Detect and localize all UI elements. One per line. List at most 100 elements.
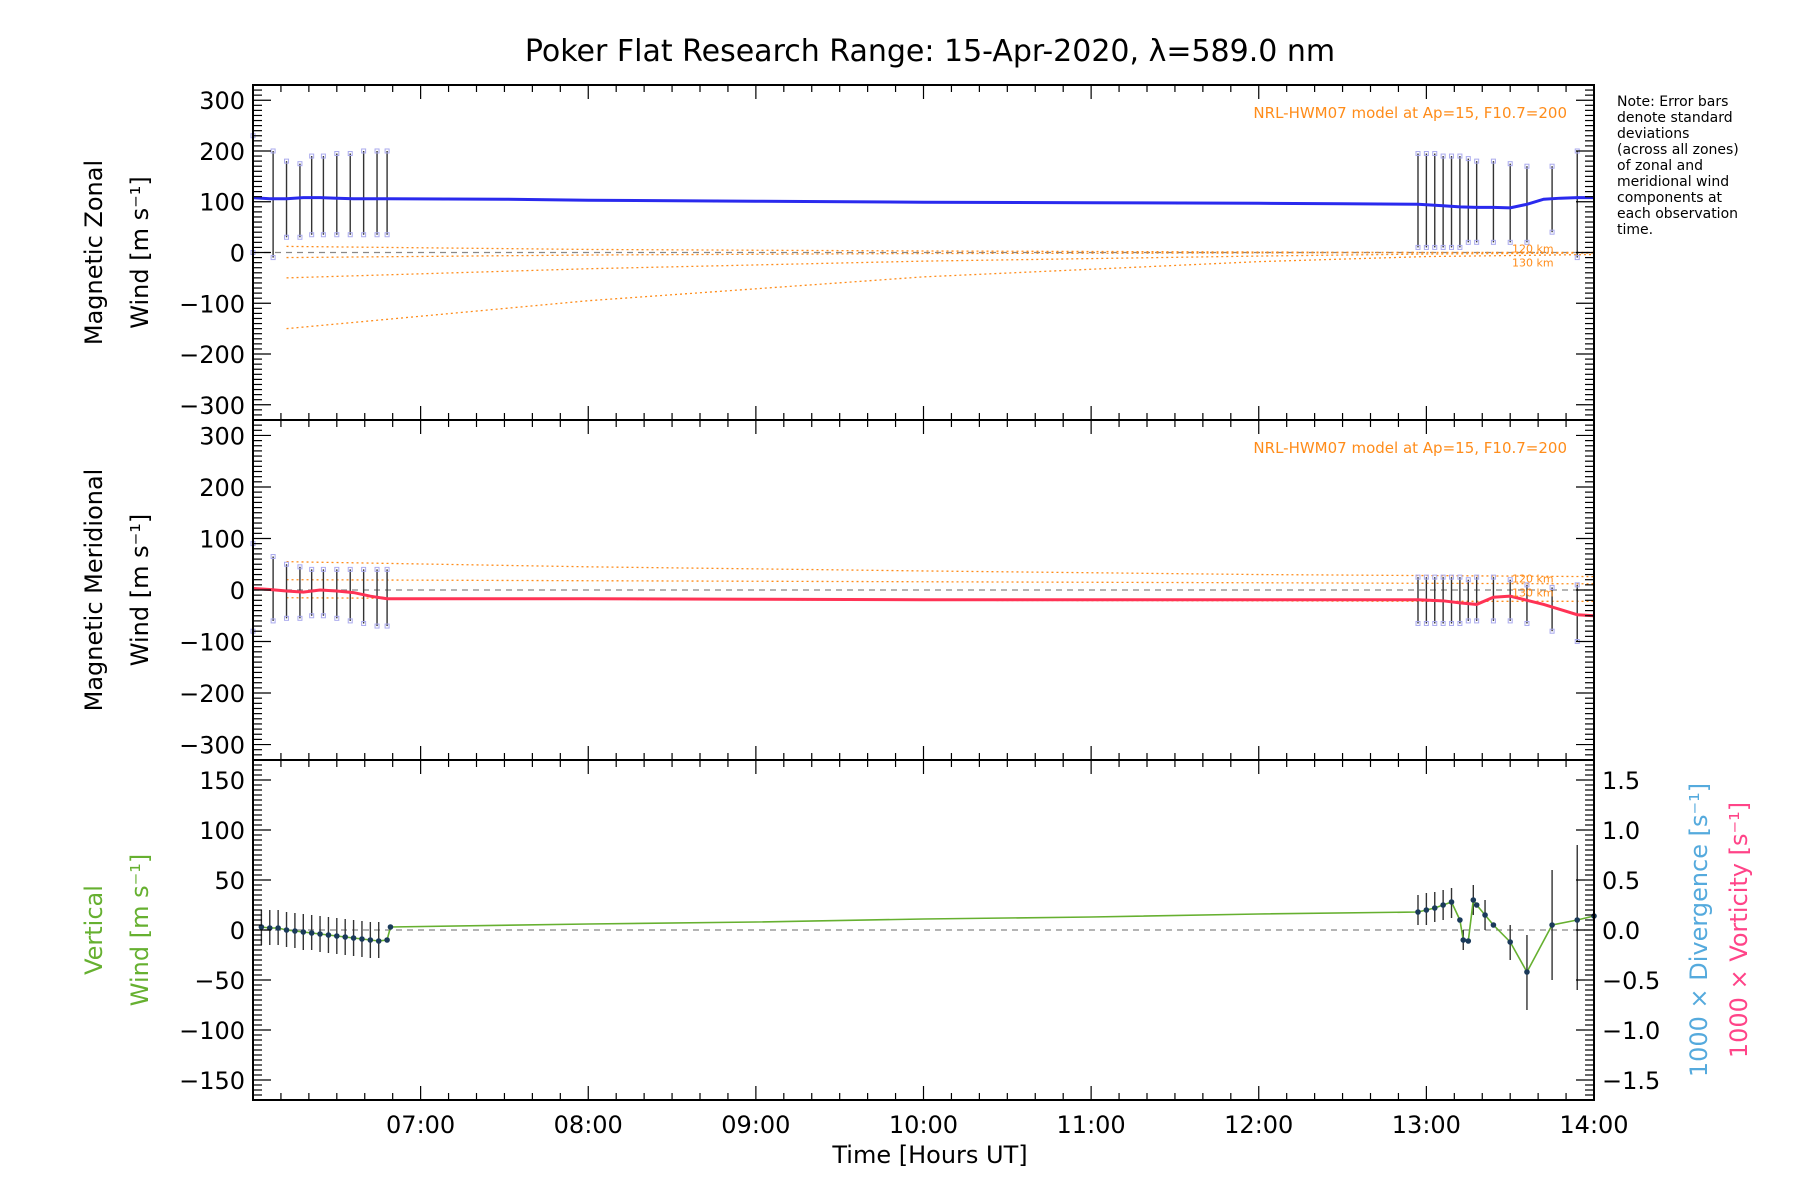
zone-marker — [384, 623, 390, 629]
data-point — [1465, 938, 1472, 944]
x-tick-label: 13:00 — [1392, 1111, 1461, 1139]
y-axis-label: Wind [m s⁻¹] — [126, 854, 154, 1006]
zone-marker — [1440, 620, 1446, 626]
zone-marker — [284, 561, 290, 567]
zone-marker — [1432, 620, 1438, 626]
data-point — [283, 927, 290, 933]
altitude-label: 120 km — [1512, 243, 1554, 256]
zone-marker — [334, 615, 340, 621]
data-point — [367, 937, 374, 943]
model-curve — [286, 251, 1594, 259]
zone-marker — [1549, 163, 1555, 169]
x-tick-label: 09:00 — [721, 1111, 790, 1139]
data-point — [342, 934, 348, 940]
zone-marker — [1465, 618, 1471, 624]
zone-marker — [1490, 158, 1496, 164]
y2-tick-label: −0.5 — [1602, 967, 1660, 995]
y-tick-label: 300 — [199, 422, 245, 450]
y-tick-label: −100 — [179, 1017, 245, 1045]
zone-marker — [374, 148, 380, 154]
series-line-meridional — [252, 586, 1595, 618]
y2-tick-label: −1.5 — [1602, 1067, 1660, 1095]
zone-marker — [347, 151, 353, 157]
data-point — [1440, 902, 1446, 908]
zone-marker — [1465, 156, 1471, 162]
zone-marker — [1524, 582, 1530, 588]
zone-marker — [1465, 239, 1471, 245]
zone-marker — [1549, 628, 1555, 634]
zone-marker — [297, 564, 303, 570]
y-tick-label: −100 — [179, 290, 245, 318]
zone-marker — [320, 613, 326, 619]
zone-marker — [1423, 574, 1429, 580]
altitude-label: 130 km — [1512, 257, 1554, 270]
y-axis-label: Magnetic Meridional — [80, 469, 108, 712]
zone-marker — [1507, 161, 1513, 167]
y-axis-label: Wind [m s⁻¹] — [126, 514, 154, 666]
y-tick-label: −150 — [179, 1067, 245, 1095]
model-curve — [286, 253, 1595, 330]
zone-marker — [320, 232, 326, 238]
zone-marker — [1524, 163, 1530, 169]
data-point — [300, 929, 307, 935]
data-point — [1423, 907, 1430, 913]
zone-marker — [320, 566, 326, 572]
data-point — [1473, 902, 1480, 908]
zone-marker — [1432, 244, 1438, 250]
zone-marker — [334, 151, 340, 157]
data-point — [292, 928, 298, 934]
x-tick-label: 07:00 — [386, 1111, 455, 1139]
zone-marker — [361, 148, 367, 154]
data-point — [1470, 897, 1477, 903]
data-point — [1549, 922, 1555, 928]
zone-marker — [334, 566, 340, 572]
panel-zonal: −300 −200 −100 0 100 200 300 Magnetic Zonal Wind… — [80, 84, 1595, 421]
data-point — [1507, 939, 1513, 945]
zone-marker — [1449, 574, 1455, 580]
y2-tick-label: 1.0 — [1602, 817, 1640, 845]
zone-marker — [1449, 244, 1455, 250]
zone-marker — [1457, 574, 1463, 580]
y-tick-label: −300 — [179, 392, 245, 420]
x-tick-label: 10:00 — [889, 1111, 958, 1139]
panel-meridional: −300 −200 −100 0 100 200 300 Magnetic Meridiona… — [80, 419, 1595, 761]
note-line: meridional wind — [1617, 174, 1729, 190]
y2-label-vorticity: 1000 × Vorticity [s⁻¹] — [1725, 802, 1753, 1058]
model-curve — [286, 252, 1595, 279]
zone-marker — [374, 232, 380, 238]
data-point — [1574, 917, 1581, 923]
zone-marker — [1474, 158, 1480, 164]
zone-marker — [270, 554, 276, 560]
x-tick-label: 12:00 — [1224, 1111, 1293, 1139]
data-point — [317, 931, 323, 937]
zone-marker — [1449, 153, 1455, 159]
zone-marker — [297, 615, 303, 621]
data-point — [1415, 909, 1421, 915]
zone-marker — [1549, 584, 1555, 590]
x-tick-label: 08:00 — [554, 1111, 623, 1139]
zone-marker — [1474, 239, 1480, 245]
zone-marker — [361, 232, 367, 238]
zone-marker — [1507, 618, 1513, 624]
zone-marker — [1440, 153, 1446, 159]
zone-marker — [270, 255, 276, 261]
note-line: of zonal and — [1617, 158, 1703, 174]
zone-marker — [1490, 239, 1496, 245]
zone-marker — [1524, 620, 1530, 626]
zone-marker — [361, 620, 367, 626]
note-line: (across all zones) — [1617, 142, 1739, 158]
zone-marker — [320, 153, 326, 159]
y-tick-label: 0 — [230, 917, 245, 945]
y-tick-label: 100 — [199, 817, 245, 845]
model-curve — [286, 561, 1595, 578]
data-point — [387, 924, 394, 930]
zone-marker — [1423, 151, 1429, 157]
y-tick-label: 200 — [199, 474, 245, 502]
data-point — [375, 938, 382, 944]
y-tick-label: 100 — [199, 525, 245, 553]
note-line: denote standard — [1617, 110, 1733, 126]
data-point — [1482, 912, 1488, 918]
zone-marker — [384, 232, 390, 238]
